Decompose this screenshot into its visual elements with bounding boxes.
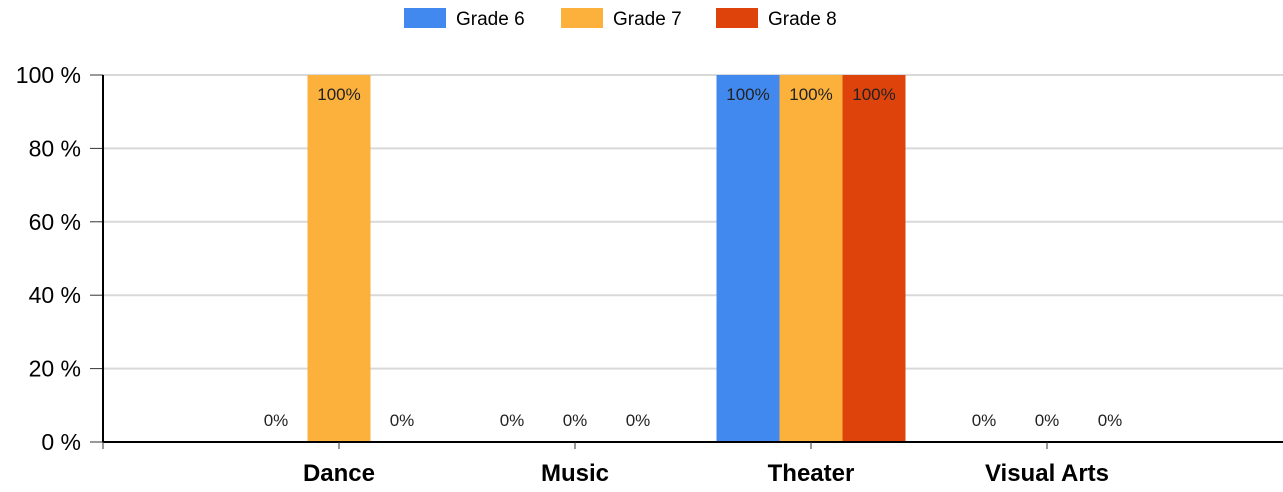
data-label: 100% [317, 85, 360, 104]
legend-label: Grade 8 [768, 9, 837, 30]
x-tick-label: Theater [768, 460, 855, 487]
y-tick-label: 0 % [41, 429, 81, 455]
legend-label: Grade 7 [613, 9, 682, 30]
x-tick-label: Visual Arts [985, 460, 1109, 487]
y-tick-label: 80 % [29, 135, 81, 161]
data-label: 0% [563, 411, 588, 430]
bar [716, 75, 780, 442]
x-axis-labels: Dance Music Theater Visual Arts [102, 442, 1109, 487]
bars [307, 75, 906, 442]
y-tick-label: 60 % [29, 209, 81, 235]
legend-label: Grade 6 [456, 9, 525, 30]
bar [307, 75, 371, 442]
x-tick-label: Music [541, 460, 609, 487]
y-axis-ticks: 0 % 20 % 40 % 60 % 80 % 100 % [16, 62, 103, 455]
data-label: 0% [972, 411, 997, 430]
data-label: 0% [1098, 411, 1123, 430]
data-label: 0% [626, 411, 651, 430]
axes [102, 75, 1283, 443]
y-tick-label: 100 % [16, 62, 81, 88]
data-label: 100% [726, 85, 769, 104]
legend-swatch [716, 8, 758, 28]
data-labels: 0% 100% 0% 0% 0% 0% 100% 100% 100% 0% 0% 0% [264, 85, 1123, 430]
y-tick-label: 20 % [29, 356, 81, 382]
legend-swatch [404, 8, 446, 28]
data-label: 100% [852, 85, 895, 104]
bar [779, 75, 843, 442]
data-label: 0% [1035, 411, 1060, 430]
gridlines [103, 74, 1283, 370]
data-label: 0% [390, 411, 415, 430]
bar [842, 75, 906, 442]
data-label: 100% [789, 85, 832, 104]
y-tick-label: 40 % [29, 282, 81, 308]
data-label: 0% [264, 411, 289, 430]
x-tick-label: Dance [303, 460, 375, 487]
legend: Grade 6 Grade 7 Grade 8 [404, 8, 837, 30]
legend-swatch [561, 8, 603, 28]
data-label: 0% [500, 411, 525, 430]
